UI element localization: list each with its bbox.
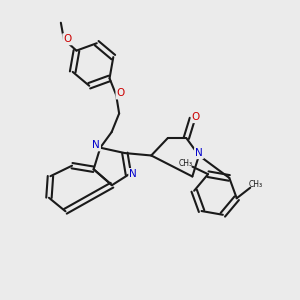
Text: N: N [195,148,203,158]
Text: N: N [129,169,137,179]
Text: O: O [63,34,72,44]
Text: O: O [192,112,200,122]
Text: CH₃: CH₃ [249,180,263,189]
Text: CH₃: CH₃ [179,159,193,168]
Text: O: O [116,88,125,98]
Text: N: N [92,140,100,150]
